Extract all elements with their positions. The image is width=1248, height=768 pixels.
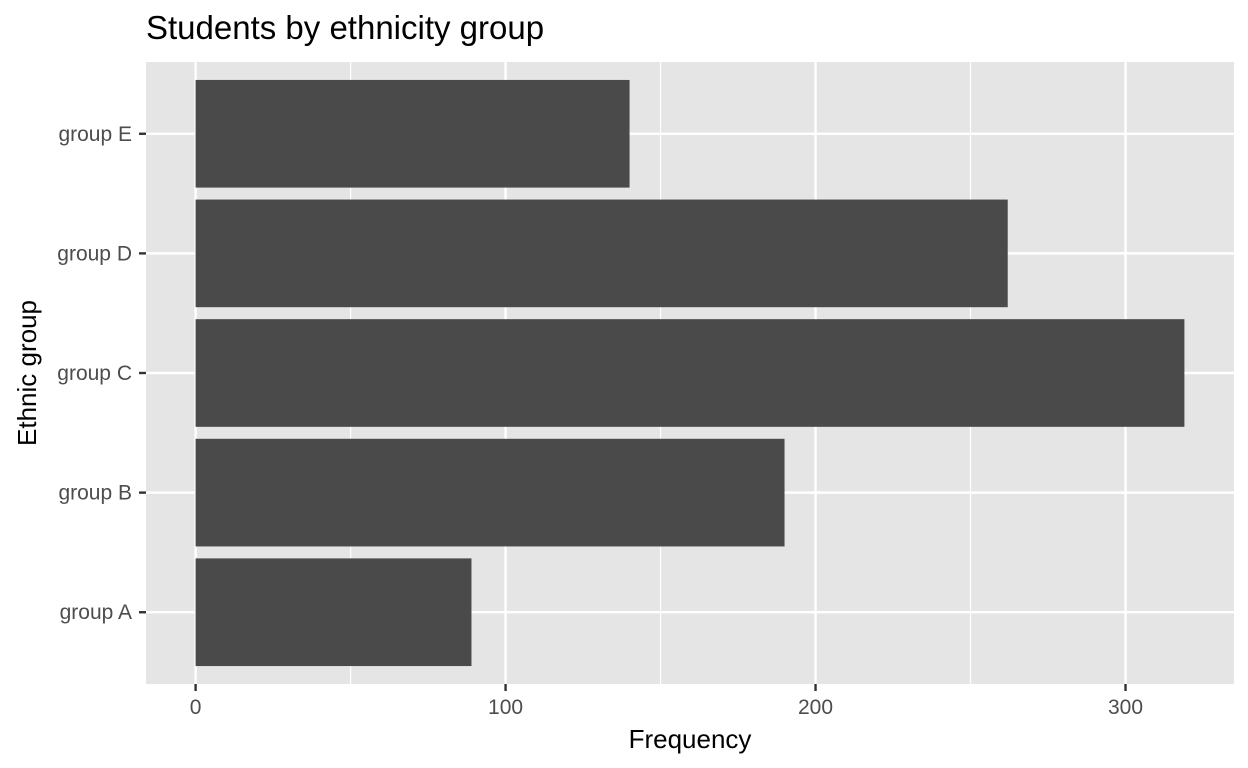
bar-group-A [195, 558, 472, 667]
y-tick-label: group E [58, 123, 132, 146]
x-tick-label: 200 [798, 696, 833, 719]
bar-series [195, 79, 1185, 667]
x-axis: 0 100 200 300 [190, 684, 1143, 719]
bar-group-E [195, 79, 630, 188]
y-axis: group A group B group C group D group E [57, 123, 146, 624]
chart-title: Students by ethnicity group [146, 9, 544, 46]
bar-group-C [195, 319, 1185, 427]
y-tick-label: group A [60, 601, 132, 624]
bar-group-D [195, 199, 1008, 308]
y-tick-label: group B [58, 482, 132, 505]
bar-group-B [195, 438, 785, 547]
y-axis-title: Ethnic group [12, 300, 42, 446]
y-tick-label: group C [57, 362, 132, 385]
x-axis-title: Frequency [629, 724, 752, 754]
x-tick-label: 0 [190, 696, 202, 719]
x-tick-label: 300 [1108, 696, 1143, 719]
y-tick-label: group D [57, 242, 132, 265]
x-tick-label: 100 [488, 696, 523, 719]
